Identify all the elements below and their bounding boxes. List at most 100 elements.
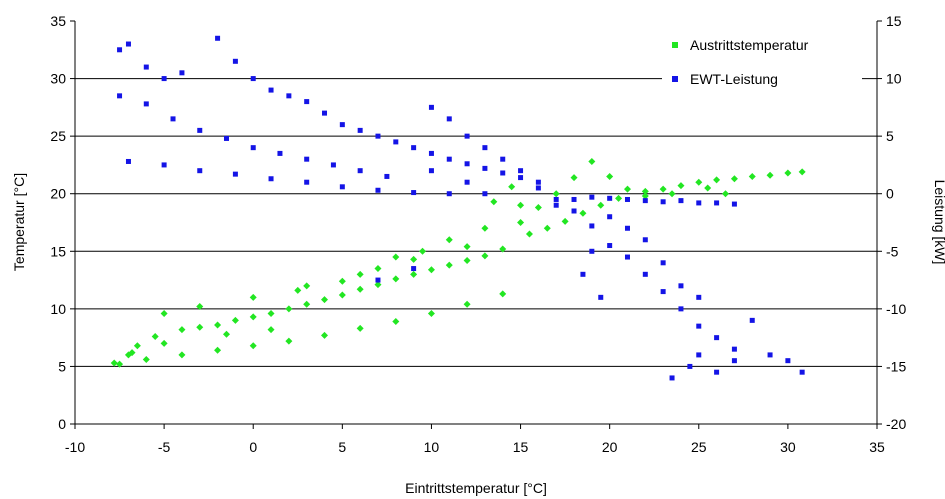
data-point-ewt-leistung [268, 176, 274, 182]
data-point-austrittstemperatur [419, 247, 427, 255]
data-point-austrittstemperatur [214, 321, 222, 329]
data-point-ewt-leistung [553, 202, 559, 208]
data-point-ewt-leistung [117, 47, 123, 53]
legend-label-austrittstemperatur: Austrittstemperatur [690, 37, 809, 53]
data-point-austrittstemperatur [321, 296, 329, 304]
data-point-ewt-leistung [304, 156, 310, 162]
data-point-ewt-leistung [464, 133, 470, 139]
x-tick-label: 25 [691, 439, 707, 455]
data-point-ewt-leistung [143, 64, 149, 70]
data-point-austrittstemperatur [713, 176, 721, 184]
legend-background [662, 33, 862, 95]
data-point-austrittstemperatur [677, 182, 685, 190]
data-point-ewt-leistung [696, 352, 702, 358]
data-point-ewt-leistung [250, 145, 256, 151]
x-tick-label: 30 [780, 439, 796, 455]
y-left-tick-label: 5 [58, 358, 66, 374]
data-point-austrittstemperatur [517, 219, 525, 226]
data-point-austrittstemperatur [517, 201, 525, 209]
data-point-ewt-leistung [446, 191, 452, 197]
y-right-tick-label: 5 [886, 128, 894, 144]
data-point-austrittstemperatur [410, 270, 418, 278]
data-point-ewt-leistung [384, 173, 390, 179]
data-point-ewt-leistung [731, 201, 737, 207]
data-point-austrittstemperatur [704, 184, 712, 192]
data-point-austrittstemperatur [374, 265, 382, 273]
data-point-ewt-leistung [607, 243, 613, 249]
y-right-tick-label: -5 [886, 243, 899, 259]
data-point-austrittstemperatur [543, 224, 551, 232]
data-point-ewt-leistung [696, 323, 702, 329]
data-point-ewt-leistung [767, 352, 773, 358]
data-point-austrittstemperatur [481, 224, 489, 232]
data-point-austrittstemperatur [196, 303, 204, 311]
data-point-austrittstemperatur [606, 172, 614, 180]
data-point-austrittstemperatur [294, 286, 302, 294]
data-point-austrittstemperatur [128, 349, 136, 357]
data-point-ewt-leistung [411, 190, 417, 196]
legend: Austrittstemperatur EWT-Leistung [662, 33, 862, 95]
data-point-austrittstemperatur [178, 351, 186, 359]
data-point-ewt-leistung [553, 196, 559, 202]
data-point-ewt-leistung [571, 208, 577, 214]
data-point-ewt-leistung [482, 145, 488, 151]
data-point-ewt-leistung [589, 194, 595, 200]
y-left-tick-label: 35 [50, 13, 66, 29]
data-point-ewt-leistung [749, 317, 755, 323]
data-point-ewt-leistung [518, 175, 524, 181]
data-point-austrittstemperatur [356, 270, 364, 278]
data-point-austrittstemperatur [392, 253, 400, 261]
data-point-ewt-leistung [375, 133, 381, 139]
data-point-austrittstemperatur [374, 281, 382, 289]
data-point-ewt-leistung [598, 294, 604, 300]
y-left-tick-label: 10 [50, 301, 66, 317]
data-point-austrittstemperatur [534, 204, 542, 212]
data-point-ewt-leistung [571, 196, 577, 202]
data-point-austrittstemperatur [445, 261, 453, 269]
data-point-ewt-leistung [223, 135, 229, 141]
data-point-ewt-leistung [799, 369, 805, 375]
data-point-ewt-leistung [428, 104, 434, 110]
data-point-ewt-leistung [250, 76, 256, 82]
data-point-ewt-leistung [660, 289, 666, 295]
data-point-ewt-leistung [500, 156, 506, 162]
data-point-austrittstemperatur [552, 190, 560, 198]
data-point-ewt-leistung [215, 35, 221, 41]
data-point-austrittstemperatur [178, 326, 186, 334]
data-point-austrittstemperatur [499, 290, 507, 298]
data-point-ewt-leistung [607, 214, 613, 220]
data-point-austrittstemperatur [463, 256, 471, 264]
data-point-ewt-leistung [232, 58, 238, 64]
data-point-ewt-leistung [393, 139, 399, 145]
data-point-ewt-leistung [607, 195, 613, 201]
data-point-ewt-leistung [464, 179, 470, 185]
data-point-ewt-leistung [714, 369, 720, 375]
data-point-ewt-leistung [232, 171, 238, 177]
data-point-austrittstemperatur [525, 230, 533, 238]
legend-marker-ewt-leistung [672, 76, 678, 82]
data-point-austrittstemperatur [214, 346, 222, 354]
data-point-austrittstemperatur [285, 337, 293, 345]
data-point-austrittstemperatur [695, 178, 703, 186]
x-axis-title: Eintrittstemperatur [°C] [405, 480, 547, 496]
data-point-ewt-leistung [170, 116, 176, 122]
data-point-austrittstemperatur [463, 243, 471, 251]
data-point-austrittstemperatur [196, 323, 204, 331]
y-right-tick-label: -10 [886, 301, 906, 317]
data-point-ewt-leistung [117, 93, 123, 99]
data-point-austrittstemperatur [463, 300, 471, 308]
y-right-tick-label: -15 [886, 358, 906, 374]
data-point-austrittstemperatur [267, 326, 275, 334]
data-point-austrittstemperatur [392, 275, 400, 283]
y-right-tick-label: 10 [886, 71, 902, 87]
y-left-tick-label: 15 [50, 243, 66, 259]
data-point-austrittstemperatur [116, 360, 124, 368]
y-left-tick-label: 25 [50, 128, 66, 144]
data-point-ewt-leistung [286, 93, 292, 99]
data-point-ewt-leistung [197, 127, 203, 133]
data-point-ewt-leistung [642, 237, 648, 243]
x-tick-label: -5 [158, 439, 171, 455]
data-point-ewt-leistung [125, 41, 131, 47]
data-point-austrittstemperatur [445, 236, 453, 244]
